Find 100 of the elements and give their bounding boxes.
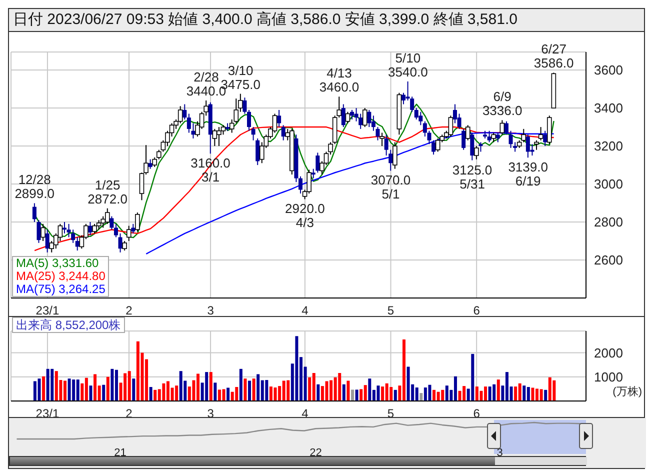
- bar: [286, 380, 290, 401]
- bar: [548, 377, 552, 401]
- x-tick-label: 3: [207, 304, 214, 318]
- bar: [526, 387, 530, 401]
- bar: [248, 380, 252, 401]
- annotation: 5/10 3540.0: [388, 50, 428, 80]
- candlestick: [40, 223, 46, 242]
- bar: [308, 377, 312, 401]
- bar: [239, 368, 242, 401]
- bar: [325, 381, 328, 401]
- text: MA(75) 3,264.25: [16, 282, 106, 296]
- bar: [454, 376, 457, 401]
- candlestick: [62, 222, 66, 234]
- candlestick: [392, 142, 398, 170]
- bar: [514, 386, 518, 401]
- candlestick: [131, 223, 136, 234]
- bar: [124, 373, 127, 401]
- x-tick-label: 4: [302, 304, 309, 318]
- candlestick: [341, 104, 346, 128]
- bar: [462, 386, 466, 401]
- bar: [496, 380, 500, 401]
- bar: [381, 386, 384, 401]
- bar: [312, 373, 316, 401]
- bar: [252, 378, 256, 401]
- x-tick-label: 22: [310, 446, 322, 459]
- bar: [420, 393, 423, 401]
- candlestick: [345, 111, 350, 124]
- candlestick: [277, 109, 282, 128]
- bar: [424, 387, 427, 401]
- bar: [316, 384, 320, 401]
- bar: [342, 384, 346, 401]
- bar: [214, 382, 217, 401]
- candlestick: [256, 138, 260, 166]
- candlestick: [135, 212, 140, 232]
- candlestick: [88, 222, 92, 236]
- bar: [38, 378, 41, 401]
- bar: [415, 387, 418, 401]
- candlestick: [538, 126, 544, 141]
- y-tick-label: 3400: [594, 100, 623, 116]
- bar: [179, 371, 182, 401]
- annotation: 3125.0 5/31: [452, 162, 492, 192]
- bar: [445, 386, 448, 401]
- bar: [244, 378, 247, 401]
- candlestick: [36, 220, 41, 244]
- bar: [106, 376, 110, 401]
- annotation: 3070.0 5/1: [370, 172, 411, 202]
- bar: [209, 372, 212, 401]
- candlestick: [448, 115, 454, 138]
- candlestick: [362, 108, 368, 128]
- bar: [492, 384, 496, 401]
- bar: [63, 380, 66, 401]
- bar: [72, 380, 76, 401]
- y-axis-title: (万株): [612, 385, 642, 399]
- text: MA(25) 3,244.80: [16, 269, 106, 283]
- candlestick: [491, 132, 496, 143]
- bar: [162, 383, 166, 401]
- candlestick: [521, 128, 526, 143]
- candlestick: [470, 132, 474, 161]
- candlestick: [474, 146, 479, 160]
- bar: [488, 386, 492, 401]
- chart-title: 出来高 8,552,200株: [12, 317, 125, 333]
- bar: [338, 373, 342, 401]
- annotation: 1/25 2872.0: [88, 177, 128, 206]
- bar: [350, 390, 354, 401]
- annotation: 2920.0 4/3: [285, 201, 325, 230]
- candlestick: [182, 104, 187, 120]
- candlestick: [462, 128, 466, 150]
- annotation: 3139.0 6/19: [508, 160, 548, 189]
- bar: [441, 390, 444, 401]
- candlestick: [126, 225, 132, 242]
- bar: [475, 386, 478, 401]
- bar: [154, 390, 157, 401]
- candlestick: [496, 132, 500, 143]
- annotation: 12/28 2899.0: [14, 172, 54, 202]
- x-tick-label: 2: [126, 304, 133, 318]
- bar: [175, 386, 178, 401]
- annotation: 6/9 3336.0: [482, 89, 522, 118]
- x-tick-label: 5: [387, 304, 394, 318]
- bar: [432, 390, 436, 401]
- bar: [544, 390, 548, 401]
- y-tick-label: 3000: [594, 176, 623, 192]
- bar: [149, 387, 152, 401]
- x-tick-label: 3: [496, 446, 503, 459]
- bar: [531, 388, 534, 401]
- bar: [368, 378, 372, 401]
- candlestick: [487, 130, 492, 143]
- y-tick-label: 3200: [594, 138, 623, 154]
- bar: [89, 386, 92, 401]
- candlestick: [96, 220, 102, 230]
- series-label: MA(5) 3,331.60: [16, 256, 100, 270]
- bar: [102, 384, 106, 401]
- candlestick: [478, 142, 483, 152]
- candlestick: [543, 130, 548, 147]
- bar: [471, 354, 474, 401]
- bar: [334, 377, 337, 401]
- candlestick: [92, 223, 97, 234]
- bar: [128, 371, 131, 401]
- bar: [132, 378, 136, 401]
- bar: [436, 392, 440, 401]
- bar: [360, 389, 363, 401]
